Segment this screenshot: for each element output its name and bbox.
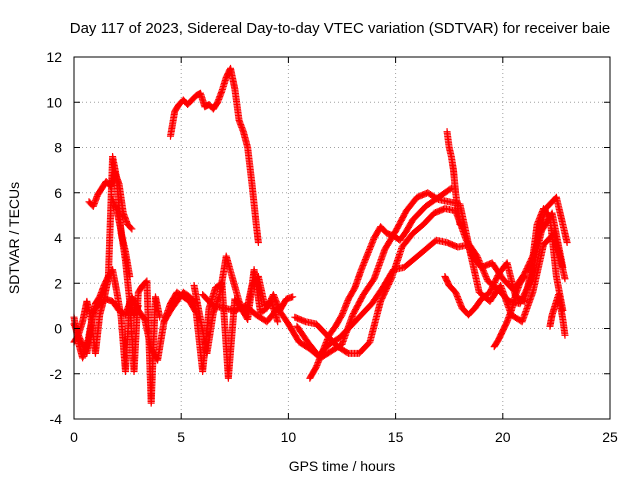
series-arc-4 xyxy=(85,168,136,233)
series-arc-6 xyxy=(166,64,262,247)
x-tick-label: 15 xyxy=(388,429,404,445)
chart-title: Day 117 of 2023, Sidereal Day-to-day VTE… xyxy=(70,20,611,37)
x-tick-label: 5 xyxy=(177,429,185,445)
data-point xyxy=(563,239,571,247)
y-tick-label: 10 xyxy=(46,94,62,110)
y-tick-label: -2 xyxy=(50,366,63,382)
x-tick-label: 0 xyxy=(70,429,78,445)
data-points xyxy=(70,64,571,407)
grid-lines xyxy=(74,57,610,419)
y-tick-label: 0 xyxy=(54,321,62,337)
x-tick-label: 10 xyxy=(281,429,297,445)
axis-ticks: 0 5 10 15 20 25 -4 -2 0 2 4 6 8 10 12 xyxy=(46,49,618,445)
data-point xyxy=(254,239,262,247)
x-axis-label: GPS time / hours xyxy=(289,458,396,474)
x-tick-label: 20 xyxy=(495,429,511,445)
data-point xyxy=(127,224,135,232)
series-arc-5 xyxy=(109,196,164,407)
y-tick-label: 2 xyxy=(54,275,62,291)
y-tick-label: 12 xyxy=(46,49,62,65)
series-arc-13 xyxy=(443,128,464,228)
y-tick-label: 6 xyxy=(54,185,62,201)
y-tick-label: 4 xyxy=(54,230,62,246)
series-arc-16 xyxy=(546,291,569,339)
y-axis-label: SDTVAR / TECUs xyxy=(6,182,22,294)
data-point xyxy=(561,331,569,339)
data-point xyxy=(289,293,297,301)
series-arc-7 xyxy=(160,266,297,382)
x-tick-label: 25 xyxy=(602,429,618,445)
y-tick-label: 8 xyxy=(54,140,62,156)
data-point xyxy=(128,225,136,233)
y-tick-label: -4 xyxy=(50,411,63,427)
data-point xyxy=(274,318,282,326)
